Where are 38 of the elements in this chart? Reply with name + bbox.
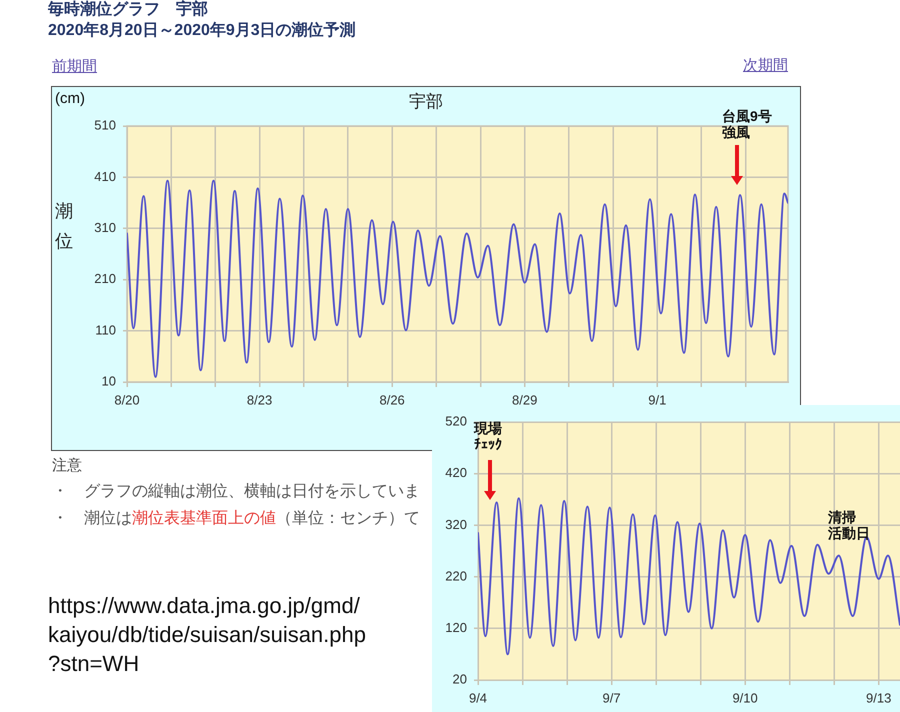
text: ・ 潮位は (52, 510, 132, 527)
chart-title: 宇部 (409, 92, 443, 111)
y-tick-label: 320 (445, 516, 467, 532)
y-tick-label: 520 (445, 414, 467, 429)
annotation: 活動日 (828, 525, 870, 541)
y-tick-label: 420 (445, 465, 467, 480)
text: ・ グラフの縦軸は潮位、横軸は日付を示していま (52, 483, 420, 500)
y-axis-title: 潮位 (55, 200, 74, 253)
x-tick-label: 8/23 (246, 392, 272, 408)
annotation: 台風9号強風 (722, 108, 772, 140)
x-tick-label: 9/1 (648, 392, 666, 408)
text: 毎時潮位グラフ 宇部 (48, 1, 208, 18)
text: (cm) (55, 90, 85, 107)
x-tick-label: 8/29 (512, 392, 538, 408)
x-tick-label: 8/20 (114, 392, 140, 408)
y-tick-label: 410 (94, 168, 116, 184)
text: https://www.data.jma.go.jp/gmd/ kaiyou/db/tide/suisan/suisan.php ?stn=WH (48, 593, 366, 676)
annotation: 清掃 (828, 509, 856, 525)
y-tick-label: 120 (445, 620, 467, 635)
line-series (478, 497, 900, 656)
line-series (127, 180, 788, 378)
text: 2020年8月20日～2020年9月3日の潮位予測 (48, 22, 356, 39)
annotation: 現場ﾁｪｯｸ (474, 420, 502, 452)
x-tick-label: 9/13 (866, 690, 892, 706)
y-tick-label: 110 (95, 322, 116, 338)
text: （単位：センチ）て (276, 510, 420, 527)
x-tick-label: 9/7 (602, 690, 621, 706)
x-tick-label: 8/26 (379, 392, 405, 408)
y-tick-label: 210 (94, 271, 116, 286)
y-tick-label: 20 (452, 672, 467, 687)
y-tick-label: 220 (445, 568, 467, 584)
text: 注意 (52, 457, 82, 474)
x-tick-label: 9/10 (732, 690, 758, 706)
y-tick-label: 10 (102, 374, 116, 389)
x-tick-label: 9/4 (468, 690, 488, 706)
text: 潮位表基準面上の値 (132, 510, 276, 527)
y-tick-label: 310 (94, 220, 116, 235)
y-tick-label: 510 (94, 118, 116, 133)
